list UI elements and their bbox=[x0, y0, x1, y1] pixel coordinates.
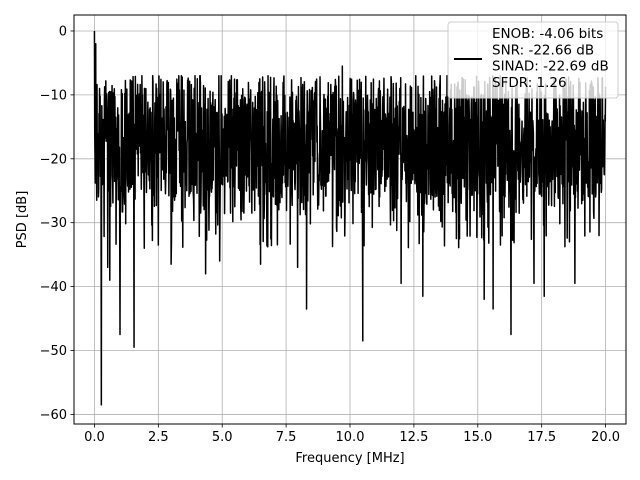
axis-ticks: 0.0 2.5 5.0 7.5 10.0 12.5 15.0 17.5 20.0 0 −10 −20 −… bbox=[40, 24, 620, 445]
y-tick-label: 0 bbox=[59, 24, 67, 39]
y-tick-label: −10 bbox=[40, 88, 67, 103]
legend: ENOB: -4.06 bits SNR: -22.66 dB SINAD: -… bbox=[447, 21, 619, 99]
x-axis-label: Frequency [MHz] bbox=[295, 451, 404, 466]
legend-label-sfdr: SFDR: 1.26 bbox=[492, 75, 567, 91]
plot-data bbox=[93, 30, 607, 406]
y-tick-label: −20 bbox=[40, 152, 67, 167]
legend-box bbox=[447, 21, 619, 99]
x-tick-label: 7.5 bbox=[276, 430, 297, 445]
psd-series-line bbox=[93, 30, 607, 406]
x-tick-label: 17.5 bbox=[527, 430, 556, 445]
x-tick-label: 10.0 bbox=[336, 430, 365, 445]
y-tick-label: −60 bbox=[40, 408, 67, 423]
y-axis-label: PSD [dB] bbox=[15, 191, 30, 249]
y-tick-label: −40 bbox=[40, 280, 67, 295]
legend-label-enob: ENOB: -4.06 bits bbox=[492, 26, 603, 42]
x-tick-label: 2.5 bbox=[148, 430, 169, 445]
legend-label-sinad: SINAD: -22.69 dB bbox=[492, 59, 609, 75]
legend-label-snr: SNR: -22.66 dB bbox=[492, 42, 594, 58]
y-tick-label: −30 bbox=[40, 216, 67, 231]
y-tick-label: −50 bbox=[40, 344, 67, 359]
x-tick-label: 12.5 bbox=[399, 430, 428, 445]
x-tick-label: 15.0 bbox=[463, 430, 492, 445]
x-tick-label: 0.0 bbox=[84, 430, 105, 445]
x-tick-label: 20.0 bbox=[591, 430, 620, 445]
x-tick-label: 5.0 bbox=[212, 430, 233, 445]
